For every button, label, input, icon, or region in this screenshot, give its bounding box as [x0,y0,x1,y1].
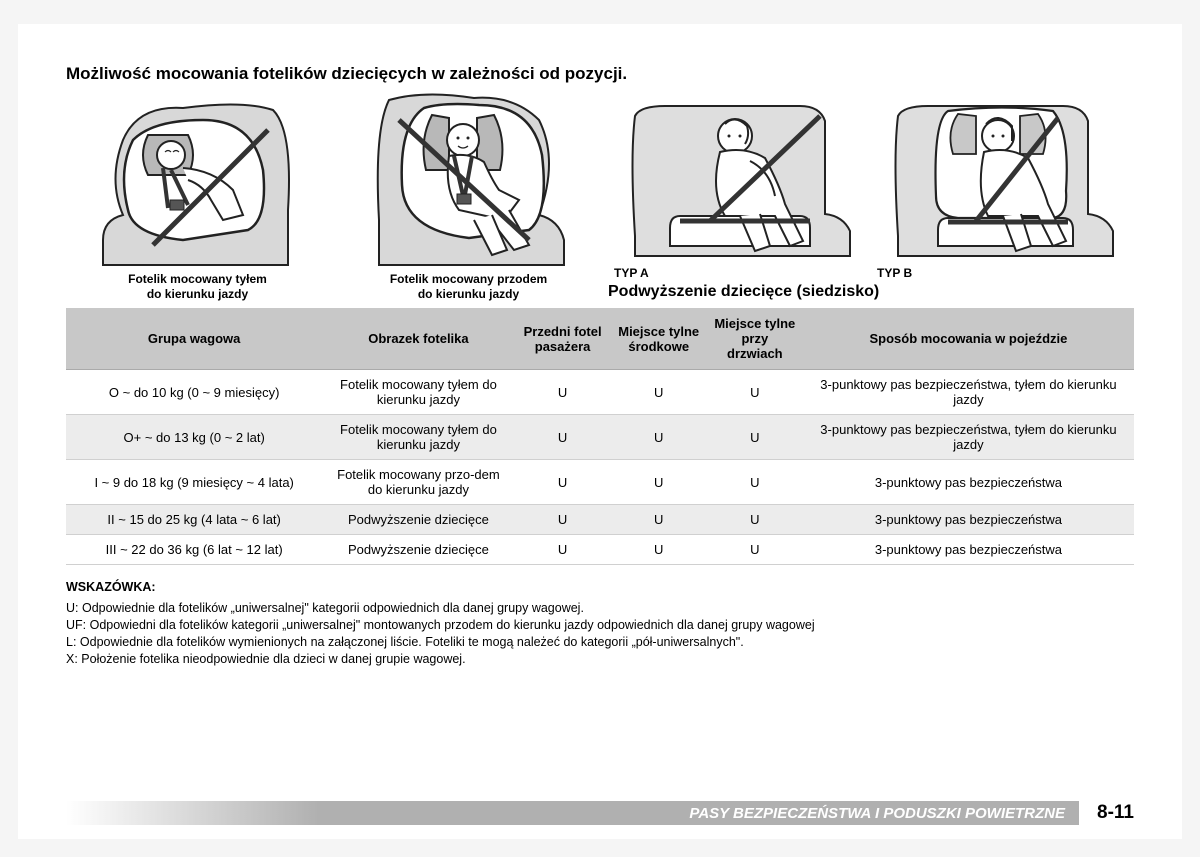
cell: 3-punktowy pas bezpieczeństwa [803,505,1134,535]
cell: Fotelik mocowany przo-dem do kierunku ja… [322,460,514,505]
cell: U [707,370,803,415]
page-footer: PASY BEZPIECZEŃSTWA I PODUSZKI POWIETRZN… [66,801,1134,825]
col-rear-center: Miejsce tylne środkowe [611,308,707,370]
table-body: O ~ do 10 kg (0 ~ 9 miesięcy) Fotelik mo… [66,370,1134,565]
note-line: U: Odpowiednie dla fotelików „uniwersaln… [66,600,1134,617]
figure-row: Fotelik mocowany tyłemdo kierunku jazdy [66,90,1134,302]
cell: U [707,505,803,535]
cell: U [707,460,803,505]
note-line: L: Odpowiednie dla fotelików wymienionyc… [66,634,1134,651]
type-b-label: TYP B [871,266,1134,280]
table-row: O+ ~ do 13 kg (0 ~ 2 lat) Fotelik mocowa… [66,415,1134,460]
cell: U [515,460,611,505]
cell: III ~ 22 do 36 kg (6 lat ~ 12 lat) [66,535,322,565]
cell: O ~ do 10 kg (0 ~ 9 miesięcy) [66,370,322,415]
figure-caption: Fotelik mocowany tyłemdo kierunku jazdy [66,272,329,302]
cell: Fotelik mocowany tyłem do kierunku jazdy [322,370,514,415]
cell: Podwyższenie dziecięce [322,535,514,565]
cell: II ~ 15 do 25 kg (4 lata ~ 6 lat) [66,505,322,535]
cell: U [611,535,707,565]
notes-section: WSKAZÓWKA: U: Odpowiednie dla fotelików … [66,579,1134,667]
child-seat-table: Grupa wagowa Obrazek fotelika Przedni fo… [66,308,1134,565]
figure-caption: Podwyższenie dziecięce (siedzisko) [608,282,1134,302]
figure-caption: Fotelik mocowany przodemdo kierunku jazd… [337,272,600,302]
col-weight-group: Grupa wagowa [66,308,322,370]
table-header-row: Grupa wagowa Obrazek fotelika Przedni fo… [66,308,1134,370]
type-a-label: TYP A [608,266,871,280]
figure-booster-type-a: TYP A [608,96,871,280]
cell: O+ ~ do 13 kg (0 ~ 2 lat) [66,415,322,460]
figure-booster-type-b: TYP B [871,96,1134,280]
booster-type-b-icon [888,96,1118,261]
cell: U [515,535,611,565]
cell: I ~ 9 do 18 kg (9 miesięcy ~ 4 lata) [66,460,322,505]
cell: U [611,460,707,505]
cell: 3-punktowy pas bezpieczeństwa [803,460,1134,505]
table-row: II ~ 15 do 25 kg (4 lata ~ 6 lat) Podwyż… [66,505,1134,535]
cell: U [611,415,707,460]
front-facing-seat-icon [364,90,574,270]
col-securing-method: Sposób mocowania w pojeździe [803,308,1134,370]
col-front-passenger: Przedni fotel pasażera [515,308,611,370]
figure-rear-facing: Fotelik mocowany tyłemdo kierunku jazdy [66,100,329,302]
cell: Podwyższenie dziecięce [322,505,514,535]
cell: 3-punktowy pas bezpieczeństwa, tyłem do … [803,415,1134,460]
page-title: Możliwość mocowania fotelików dziecięcyc… [66,64,1134,84]
table-row: III ~ 22 do 36 kg (6 lat ~ 12 lat) Podwy… [66,535,1134,565]
cell: U [515,415,611,460]
cell: 3-punktowy pas bezpieczeństwa [803,535,1134,565]
table-row: O ~ do 10 kg (0 ~ 9 miesięcy) Fotelik mo… [66,370,1134,415]
cell: U [611,370,707,415]
footer-section-title: PASY BEZPIECZEŃSTWA I PODUSZKI POWIETRZN… [66,801,1079,825]
rear-facing-seat-icon [93,100,303,270]
col-seat-image: Obrazek fotelika [322,308,514,370]
note-line: UF: Odpowiedni dla fotelików kategorii „… [66,617,1134,634]
booster-type-a-icon [625,96,855,261]
cell: Fotelik mocowany tyłem do kierunku jazdy [322,415,514,460]
col-rear-door: Miejsce tylne przy drzwiach [707,308,803,370]
table-row: I ~ 9 do 18 kg (9 miesięcy ~ 4 lata) Fot… [66,460,1134,505]
cell: U [515,505,611,535]
notes-heading: WSKAZÓWKA: [66,579,1134,596]
cell: 3-punktowy pas bezpieczeństwa, tyłem do … [803,370,1134,415]
document-page: Możliwość mocowania fotelików dziecięcyc… [18,24,1182,839]
note-line: X: Położenie fotelika nieodpowiednie dla… [66,651,1134,668]
cell: U [707,415,803,460]
cell: U [707,535,803,565]
cell: U [515,370,611,415]
figure-front-facing: Fotelik mocowany przodemdo kierunku jazd… [337,90,600,302]
cell: U [611,505,707,535]
page-number: 8-11 [1079,802,1134,824]
figure-booster-group: TYP A [608,96,1134,302]
